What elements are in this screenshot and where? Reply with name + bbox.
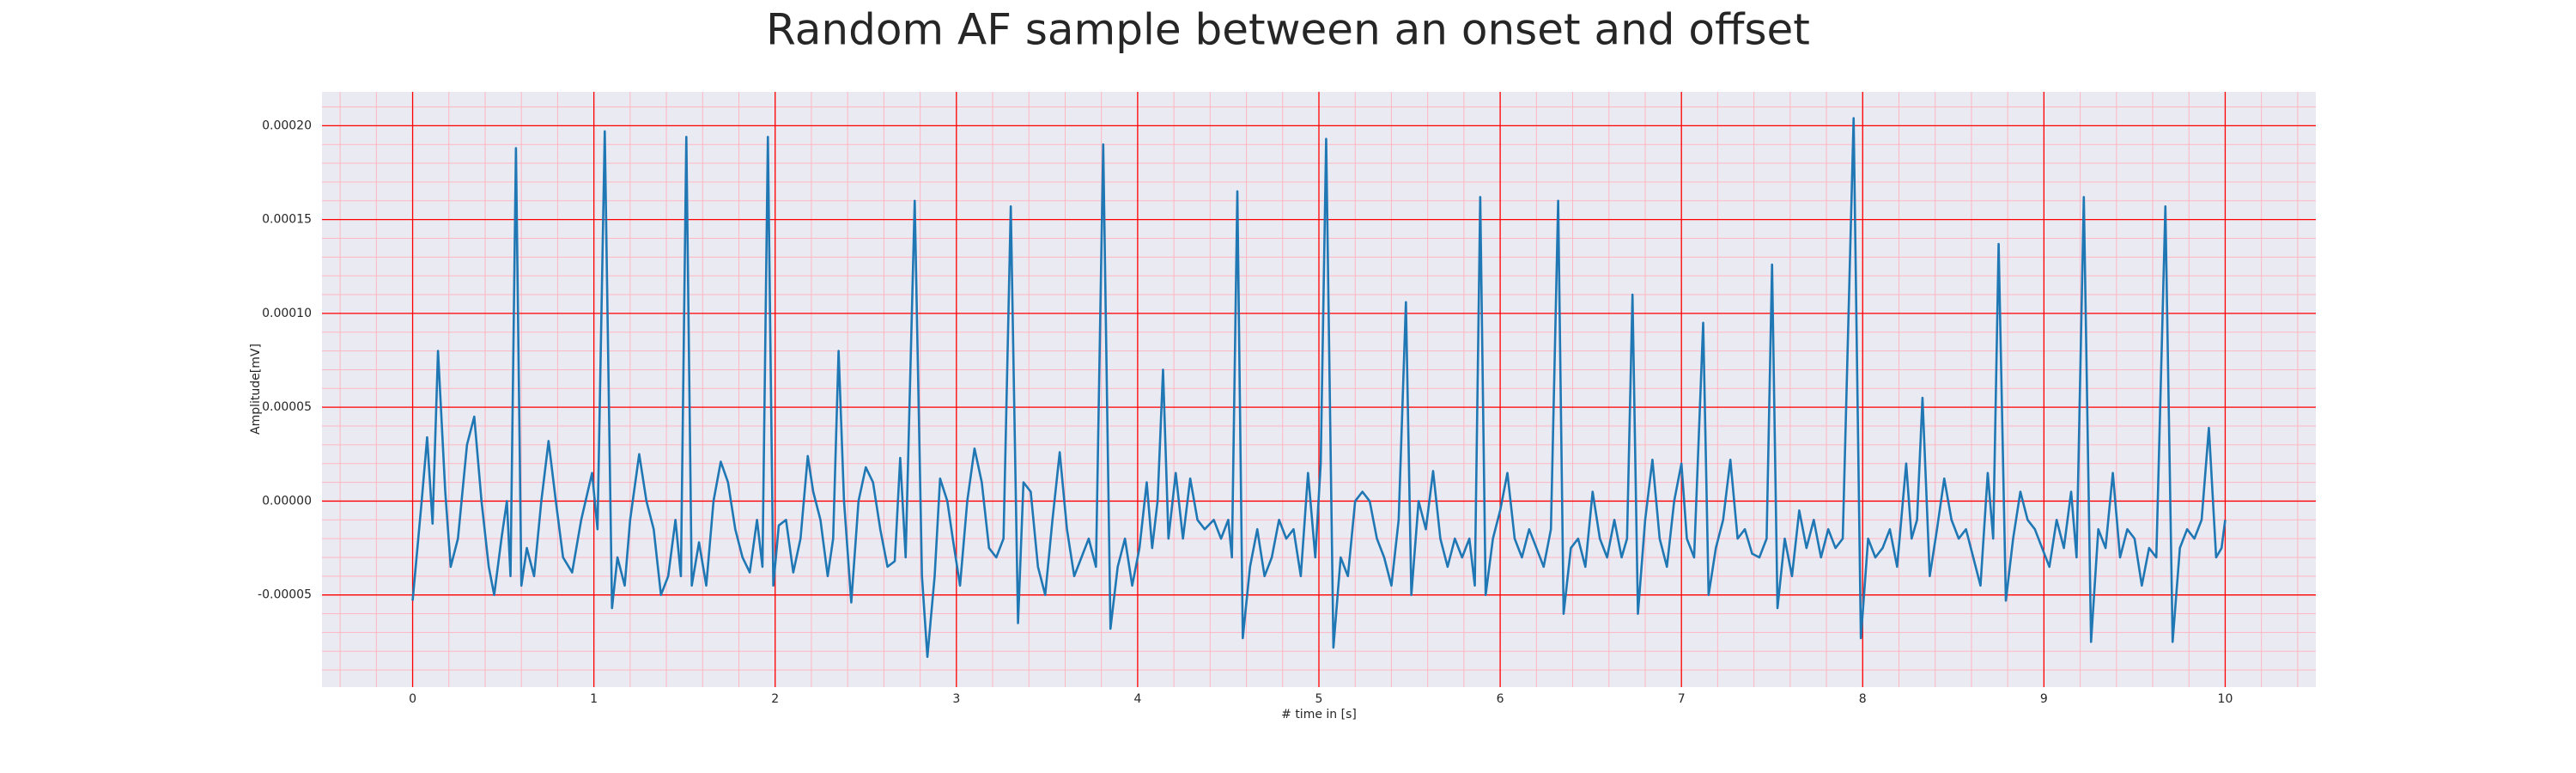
x-axis-label: # time in [s] [1281,708,1357,721]
y-axis-label: Amplitude[mV] [249,344,263,435]
x-tick-label: 1 [590,692,598,706]
y-tick-label: 0.00015 [262,213,312,227]
signal-line [411,117,2227,659]
x-tick-label: 7 [1678,692,1686,706]
y-tick-label: 0.00005 [262,400,312,414]
x-tick-label: 8 [1859,692,1867,706]
y-tick-label: 0.00020 [262,119,312,132]
x-tick-label: 5 [1315,692,1323,706]
y-tick-label: 0.00010 [262,307,312,320]
y-tick-label: 0.00000 [262,494,312,508]
chart-title: Random AF sample between an onset and of… [766,5,1810,55]
y-tick-label: -0.00005 [258,588,312,602]
x-tick-label: 3 [952,692,960,706]
x-tick-label: 4 [1133,692,1141,706]
x-tick-label: 10 [2218,692,2233,706]
x-tick-label: 0 [409,692,416,706]
x-tick-label: 6 [1497,692,1504,706]
x-tick-label: 9 [2040,692,2048,706]
x-tick-label: 2 [771,692,779,706]
